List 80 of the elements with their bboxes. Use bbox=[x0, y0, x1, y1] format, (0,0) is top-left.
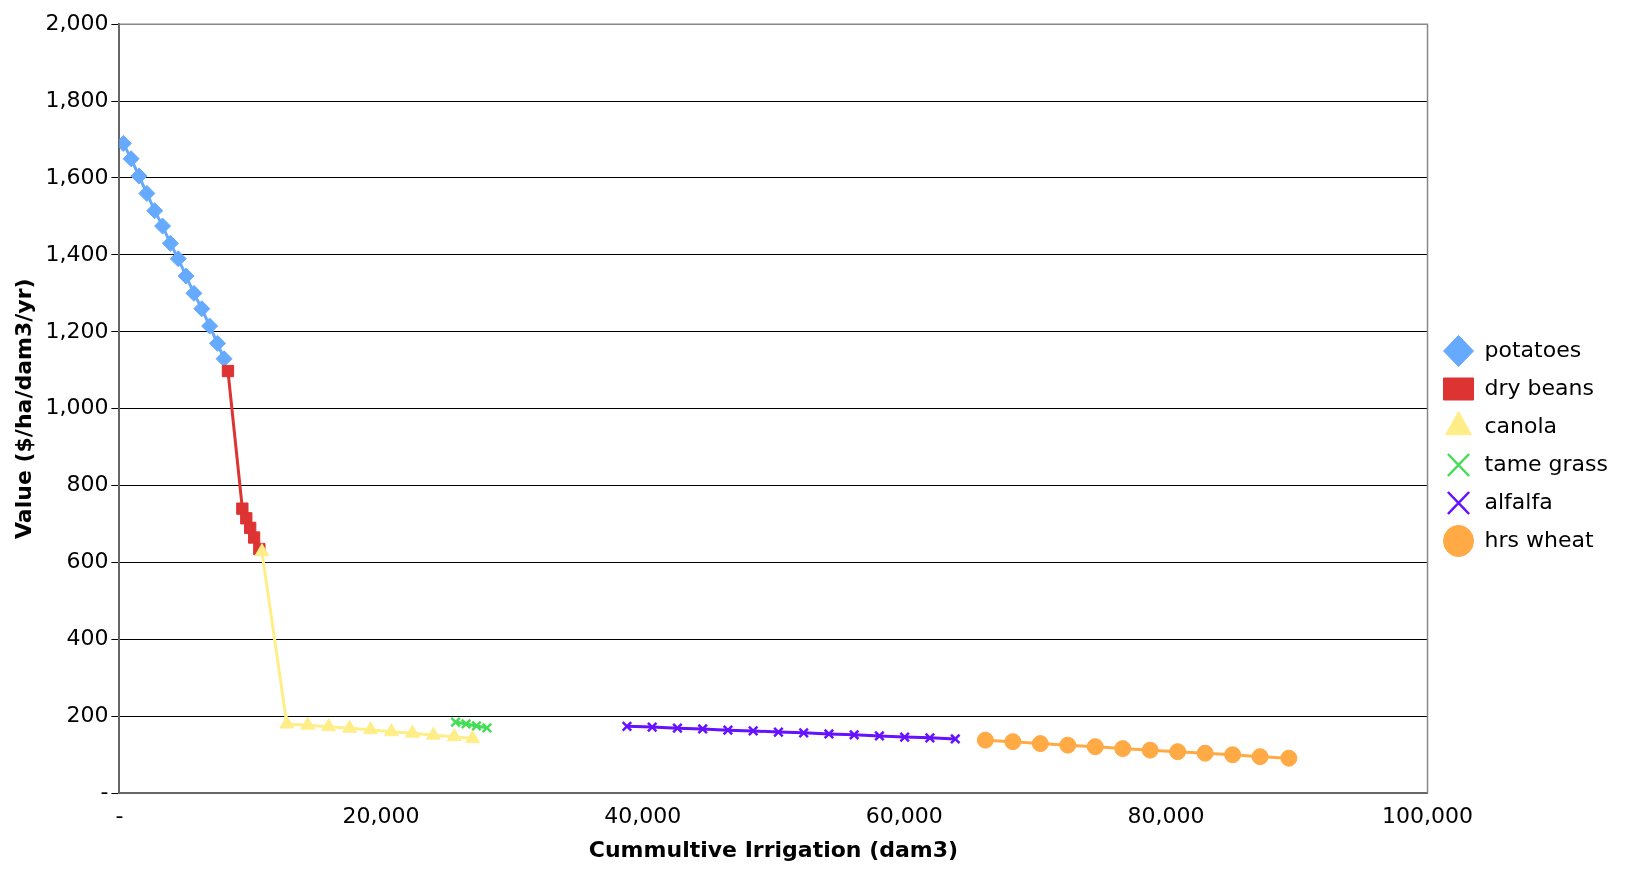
point bbox=[465, 730, 481, 744]
point bbox=[1196, 744, 1214, 762]
point bbox=[446, 728, 462, 742]
y-tick-label: - bbox=[100, 778, 109, 804]
point bbox=[798, 727, 810, 739]
point bbox=[481, 722, 493, 734]
y-tick-label: 1,400 bbox=[45, 240, 109, 266]
point bbox=[1004, 733, 1022, 751]
point bbox=[924, 732, 936, 744]
y-tick-label: 1,800 bbox=[45, 86, 109, 112]
point bbox=[201, 317, 219, 335]
legend-label: potatoes bbox=[1484, 336, 1582, 362]
x-tick-label: 60,000 bbox=[865, 803, 943, 829]
point bbox=[384, 723, 399, 737]
point bbox=[646, 721, 658, 733]
point bbox=[976, 731, 994, 749]
point bbox=[169, 250, 187, 268]
point bbox=[722, 724, 734, 736]
legend-label: hrs wheat bbox=[1484, 526, 1594, 552]
point bbox=[747, 725, 759, 737]
point bbox=[1031, 735, 1049, 753]
legend-label: alfalfa bbox=[1484, 488, 1553, 514]
x-tick-label: 100,000 bbox=[1382, 803, 1474, 829]
point bbox=[404, 724, 420, 738]
point bbox=[1251, 748, 1269, 766]
point bbox=[138, 184, 156, 202]
y-tick-label: 2,000 bbox=[45, 9, 109, 35]
point bbox=[208, 334, 226, 352]
y-tick-label: 1,000 bbox=[45, 394, 109, 420]
point bbox=[671, 722, 683, 734]
point bbox=[450, 716, 462, 728]
point bbox=[1141, 741, 1159, 759]
point bbox=[146, 202, 164, 220]
point bbox=[873, 730, 885, 742]
point bbox=[1114, 740, 1132, 758]
y-tick-label: 800 bbox=[66, 471, 109, 497]
point bbox=[621, 720, 633, 732]
legend-label: canola bbox=[1484, 412, 1558, 438]
point bbox=[1059, 736, 1077, 754]
point bbox=[460, 718, 472, 730]
point bbox=[122, 150, 140, 168]
point bbox=[177, 267, 195, 285]
x-tick-label: 40,000 bbox=[604, 803, 682, 829]
y-tick-label: 1,600 bbox=[45, 163, 109, 189]
point bbox=[130, 167, 148, 185]
point bbox=[425, 726, 441, 740]
point bbox=[161, 234, 179, 252]
point bbox=[471, 720, 482, 732]
point bbox=[254, 543, 270, 557]
point bbox=[154, 217, 172, 235]
point bbox=[342, 719, 358, 733]
legend-label: tame grass bbox=[1484, 450, 1608, 476]
point bbox=[215, 350, 233, 368]
point bbox=[1169, 743, 1187, 761]
point bbox=[300, 716, 316, 730]
point bbox=[949, 733, 961, 745]
point bbox=[363, 721, 378, 735]
y-tick-label: 400 bbox=[66, 625, 109, 651]
y-tick-label: 200 bbox=[66, 702, 109, 728]
point bbox=[697, 723, 709, 735]
point bbox=[772, 726, 784, 738]
point bbox=[848, 729, 860, 741]
point bbox=[221, 364, 235, 378]
x-tick-label: 80,000 bbox=[1127, 803, 1205, 829]
point bbox=[193, 300, 211, 318]
point bbox=[823, 728, 835, 740]
point bbox=[321, 718, 337, 732]
point bbox=[279, 715, 295, 729]
point bbox=[1086, 738, 1104, 756]
point bbox=[899, 731, 911, 743]
y-axis-title: Value ($/ha/dam3/yr) bbox=[10, 278, 36, 539]
point bbox=[247, 531, 261, 544]
legend-label: dry beans bbox=[1484, 374, 1594, 400]
point bbox=[185, 284, 203, 302]
y-tick-label: 1,200 bbox=[45, 317, 109, 343]
point bbox=[1280, 749, 1298, 767]
y-tick-label: 600 bbox=[66, 548, 109, 574]
x-axis-title: Cummultive Irrigation (dam3) bbox=[588, 836, 959, 862]
x-tick-label: 20,000 bbox=[342, 803, 420, 829]
point bbox=[1224, 746, 1242, 764]
